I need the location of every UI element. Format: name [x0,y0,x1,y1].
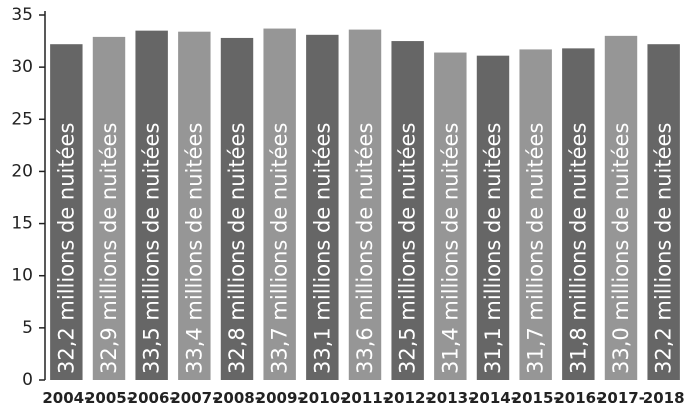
y-tick-label-3: 15 [11,214,33,234]
bar-data-label-14: 32,2 millions de nuitées [652,123,676,374]
bar-labels-group: 32,2 millions de nuitées 32,9 millions de… [54,123,675,374]
x-tick-label-14: 2018 [643,389,685,407]
bar-data-label-10: 31,1 millions de nuitées [481,123,505,374]
x-tick-label-5: 2009- [256,389,304,407]
bar-0 [50,44,83,380]
bar-data-label-5: 33,7 millions de nuitées [268,123,292,374]
bar-2 [135,30,168,381]
y-tick-label-2: 10 [11,266,33,286]
x-tick-label-0: 2004- [42,389,90,407]
bar-data-label-1: 32,9 millions de nuitées [97,123,121,374]
y-tick-label-5: 25 [11,109,33,129]
y-tick-label-1: 5 [22,318,33,338]
bar-data-label-0: 32,2 millions de nuitées [54,123,78,374]
x-tick-label-9: 2013- [426,389,474,407]
x-tick-label-8: 2012- [384,389,432,407]
bar-data-label-7: 33,6 millions de nuitées [353,123,377,374]
y-tick-label-0: 0 [22,370,33,390]
bar-data-label-12: 31,8 millions de nuitées [566,123,590,374]
x-tick-label-6: 2010- [298,389,346,407]
bar-13 [604,35,638,380]
bar-data-label-8: 32,5 millions de nuitées [396,123,420,374]
bar-6 [306,34,339,381]
bar-5 [263,28,296,381]
y-tick-label-7: 35 [11,5,33,25]
bar-data-label-2: 33,5 millions de nuitées [140,123,164,374]
x-tick-label-7: 2011- [341,389,389,407]
bar-14 [647,44,680,380]
x-tick-label-11: 2015- [512,389,560,407]
bar-data-label-9: 31,4 millions de nuitées [438,123,462,374]
bars-group [50,28,680,381]
bar-data-label-4: 32,8 millions de nuitées [225,123,249,374]
x-tick-label-2: 2006- [128,389,176,407]
bar-11 [519,49,552,381]
bar-8 [391,41,424,380]
bar-7 [348,29,382,380]
bar-data-label-6: 33,1 millions de nuitées [310,123,334,374]
bar-12 [562,48,595,380]
bar-data-label-13: 33,0 millions de nuitées [609,123,633,374]
x-tick-label-13: 2017- [597,389,645,407]
x-tick-label-4: 2008- [213,389,261,407]
x-tick-label-12: 2016- [554,389,602,407]
bar-data-label-3: 33,4 millions de nuitées [182,123,206,374]
x-axis-labels: 2004-2005-2006-2007-2008-2009-2010-2011-… [42,389,684,407]
bar-9 [434,52,467,381]
x-tick-label-10: 2014- [469,389,517,407]
y-tick-label-6: 30 [11,57,33,77]
bar-4 [220,37,254,380]
y-tick-label-4: 20 [11,161,33,181]
x-tick-label-3: 2007- [170,389,218,407]
x-tick-label-1: 2005- [85,389,133,407]
bar-3 [178,31,211,380]
bar-data-label-11: 31,7 millions de nuitées [524,123,548,374]
y-axis: 0 5 10 15 20 25 30 35 [11,5,46,390]
bar-10 [476,55,510,381]
bar-1 [92,36,126,381]
